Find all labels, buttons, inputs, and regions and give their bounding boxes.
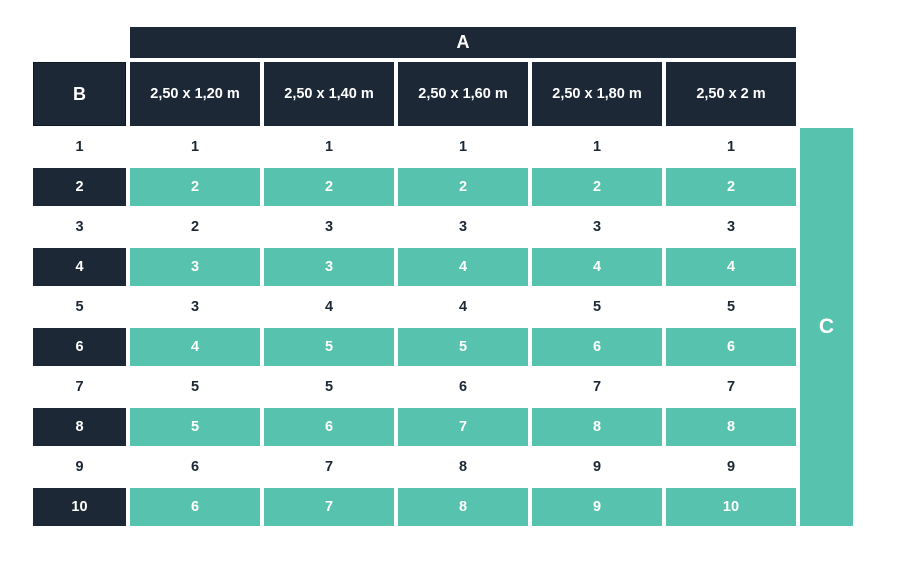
table-row: 7 5 5 6 7 7: [33, 368, 796, 406]
side-band: C: [800, 128, 853, 526]
value-cell: 5: [264, 328, 394, 366]
row-label-cell: 9: [75, 459, 84, 475]
row-label-cell: 6: [33, 328, 126, 366]
value-cell: 9: [592, 459, 602, 475]
value-cell: 8: [398, 488, 528, 526]
row-label-cell: 4: [33, 248, 126, 286]
value-cell: 7: [398, 408, 528, 446]
column-header-label: 2,50 x 2 m: [696, 86, 766, 102]
table-row: 10 6 7 8 9 10: [33, 488, 796, 526]
value-cell: 3: [324, 219, 334, 235]
value-cell: 3: [458, 219, 468, 235]
column-header-label: 2,50 x 1,80 m: [552, 86, 642, 102]
value-cell: 5: [190, 379, 200, 395]
column-header: 2,50 x 1,60 m: [398, 62, 528, 126]
value-cell: 7: [324, 459, 334, 475]
value-cell: 7: [264, 488, 394, 526]
value-cell: 2: [264, 168, 394, 206]
column-header-label: 2,50 x 1,40 m: [284, 86, 374, 102]
value-cell: 3: [592, 219, 602, 235]
value-cell: 3: [190, 299, 200, 315]
value-cell: 5: [592, 299, 602, 315]
value-cell: 5: [324, 379, 334, 395]
value-cell: 2: [130, 168, 260, 206]
value-cell: 6: [264, 408, 394, 446]
column-header: 2,50 x 1,40 m: [264, 62, 394, 126]
value-cell: 4: [130, 328, 260, 366]
value-cell: 9: [726, 459, 736, 475]
value-cell: 4: [324, 299, 334, 315]
value-cell: 5: [130, 408, 260, 446]
value-cell: 8: [458, 459, 468, 475]
column-group-label: A: [456, 32, 470, 52]
row-label-cell: 2: [33, 168, 126, 206]
table-header-row: B 2,50 x 1,20 m 2,50 x 1,40 m 2,50 x 1,6…: [33, 62, 796, 126]
row-group-header: B: [33, 62, 126, 126]
column-group-header: A: [130, 27, 796, 58]
lookup-table: A B 2,50 x 1,20 m 2,50 x 1,40 m 2,50 x 1…: [33, 27, 796, 528]
value-cell: 1: [190, 139, 200, 155]
value-cell: 6: [666, 328, 796, 366]
value-cell: 2: [532, 168, 662, 206]
value-cell: 2: [190, 219, 200, 235]
column-header-label: 2,50 x 1,60 m: [418, 86, 508, 102]
value-cell: 6: [130, 488, 260, 526]
row-label-cell: 7: [75, 379, 84, 395]
side-band-label: C: [818, 315, 835, 338]
value-cell: 5: [726, 299, 736, 315]
value-cell: 6: [458, 379, 468, 395]
value-cell: 1: [726, 139, 736, 155]
value-cell: 7: [592, 379, 602, 395]
value-cell: 4: [458, 299, 468, 315]
column-header: 2,50 x 2 m: [666, 62, 796, 126]
value-cell: 8: [532, 408, 662, 446]
row-label-cell: 1: [75, 139, 84, 155]
table-row: 1 1 1 1 1 1: [33, 128, 796, 166]
value-cell: 6: [190, 459, 200, 475]
column-header: 2,50 x 1,20 m: [130, 62, 260, 126]
value-cell: 2: [398, 168, 528, 206]
value-cell: 4: [666, 248, 796, 286]
value-cell: 10: [666, 488, 796, 526]
value-cell: 2: [666, 168, 796, 206]
value-cell: 3: [130, 248, 260, 286]
table-row: 3 2 3 3 3 3: [33, 208, 796, 246]
row-label-cell: 3: [75, 219, 84, 235]
table-row: 5 3 4 4 5 5: [33, 288, 796, 326]
value-cell: 5: [398, 328, 528, 366]
value-cell: 8: [666, 408, 796, 446]
value-cell: 6: [532, 328, 662, 366]
column-header-label: 2,50 x 1,20 m: [150, 86, 240, 102]
row-group-label: B: [73, 83, 86, 104]
column-header: 2,50 x 1,80 m: [532, 62, 662, 126]
value-cell: 4: [532, 248, 662, 286]
value-cell: 1: [458, 139, 468, 155]
row-label-cell: 5: [75, 299, 84, 315]
table-row: 9 6 7 8 9 9: [33, 448, 796, 486]
row-label-cell: 8: [33, 408, 126, 446]
value-cell: 4: [398, 248, 528, 286]
value-cell: 1: [324, 139, 334, 155]
value-cell: 7: [726, 379, 736, 395]
value-cell: 1: [592, 139, 602, 155]
row-label-cell: 10: [33, 488, 126, 526]
value-cell: 3: [264, 248, 394, 286]
value-cell: 3: [726, 219, 736, 235]
value-cell: 9: [532, 488, 662, 526]
